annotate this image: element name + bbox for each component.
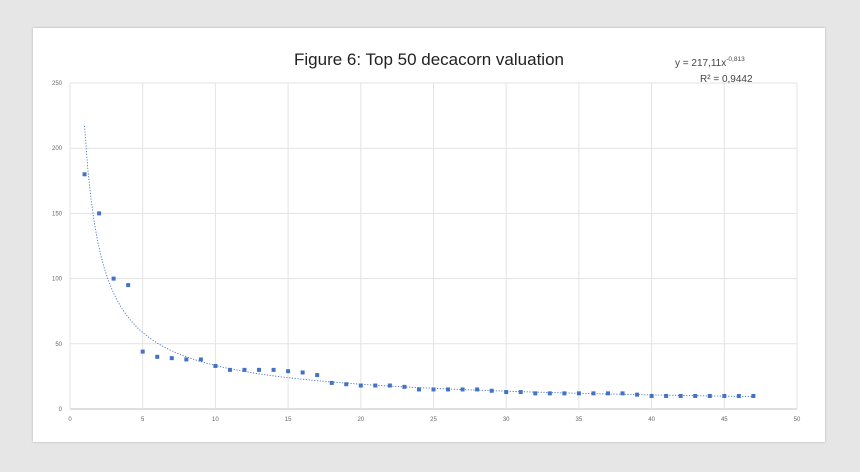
data-point	[751, 393, 756, 398]
data-point	[547, 391, 552, 396]
y-tick-label: 150	[52, 211, 63, 217]
data-point	[475, 387, 480, 392]
data-point	[591, 391, 596, 396]
x-tick-label: 25	[430, 417, 437, 423]
data-point	[111, 276, 116, 281]
data-point	[344, 382, 349, 387]
data-point	[387, 383, 392, 388]
data-point	[576, 391, 581, 396]
data-point	[213, 363, 218, 368]
trendline-equation: y = 217,11x-0,813	[675, 56, 745, 69]
trendline-layer	[84, 125, 754, 398]
data-point	[329, 380, 334, 385]
data-point	[97, 211, 102, 216]
data-point	[446, 387, 451, 392]
data-point	[431, 387, 436, 392]
x-tick-label: 0	[68, 417, 72, 423]
data-point	[533, 391, 538, 396]
data-points-layer	[82, 172, 756, 398]
y-tick-label: 100	[52, 277, 63, 283]
data-point	[169, 356, 174, 361]
data-point	[678, 393, 683, 398]
y-tick-label: 50	[55, 342, 62, 348]
data-point	[736, 393, 741, 398]
x-tick-label: 15	[285, 417, 292, 423]
data-point	[562, 391, 567, 396]
trendline-equation-base: y = 217,11x	[675, 58, 726, 69]
data-point	[82, 172, 87, 177]
power-trendline	[84, 125, 754, 398]
data-point	[300, 370, 305, 375]
data-point	[373, 383, 378, 388]
data-point	[257, 367, 262, 372]
data-point	[315, 373, 320, 378]
data-point	[722, 393, 727, 398]
y-tick-label: 250	[52, 81, 63, 87]
data-point	[416, 387, 421, 392]
grid-layer	[69, 82, 798, 410]
data-point	[358, 383, 363, 388]
x-tick-label: 10	[212, 417, 219, 423]
x-tick-label: 45	[721, 417, 728, 423]
scatter-chart: 0 50 100 150 200 250 0 5 10 15 20 25 30 35 40 45 50 Figu…	[52, 50, 801, 423]
data-point	[664, 393, 669, 398]
data-point	[649, 393, 654, 398]
data-point	[489, 388, 494, 393]
data-point	[693, 393, 698, 398]
data-point	[635, 392, 640, 397]
x-tick-label: 50	[794, 417, 801, 423]
axis-layer: 0 50 100 150 200 250 0 5 10 15 20 25 30 35 40 45 50	[52, 81, 801, 423]
data-point	[140, 349, 145, 354]
data-point	[271, 367, 276, 372]
chart-title: Figure 6: Top 50 decacorn valuation	[294, 50, 564, 69]
x-tick-label: 40	[648, 417, 655, 423]
y-tick-label: 200	[52, 146, 63, 152]
data-point	[460, 387, 465, 392]
data-point	[504, 390, 509, 395]
x-tick-label: 30	[503, 417, 510, 423]
data-point	[402, 384, 407, 389]
data-point	[227, 367, 232, 372]
trendline-equation-exponent: -0,813	[726, 56, 745, 63]
x-tick-label: 35	[576, 417, 583, 423]
x-tick-label: 20	[357, 417, 364, 423]
data-point	[126, 283, 131, 288]
data-point	[155, 354, 160, 359]
data-point	[286, 369, 291, 374]
chart-card: 0 50 100 150 200 250 0 5 10 15 20 25 30 35 40 45 50 Figu…	[33, 28, 825, 442]
trendline-r-squared: R² = 0,9442	[700, 74, 753, 85]
data-point	[707, 393, 712, 398]
data-point	[242, 367, 247, 372]
data-point	[518, 390, 523, 395]
y-tick-label: 0	[59, 407, 63, 413]
x-tick-label: 5	[141, 417, 145, 423]
data-point	[605, 391, 610, 396]
data-point	[184, 357, 189, 362]
data-point	[620, 391, 625, 396]
data-point	[198, 357, 203, 362]
